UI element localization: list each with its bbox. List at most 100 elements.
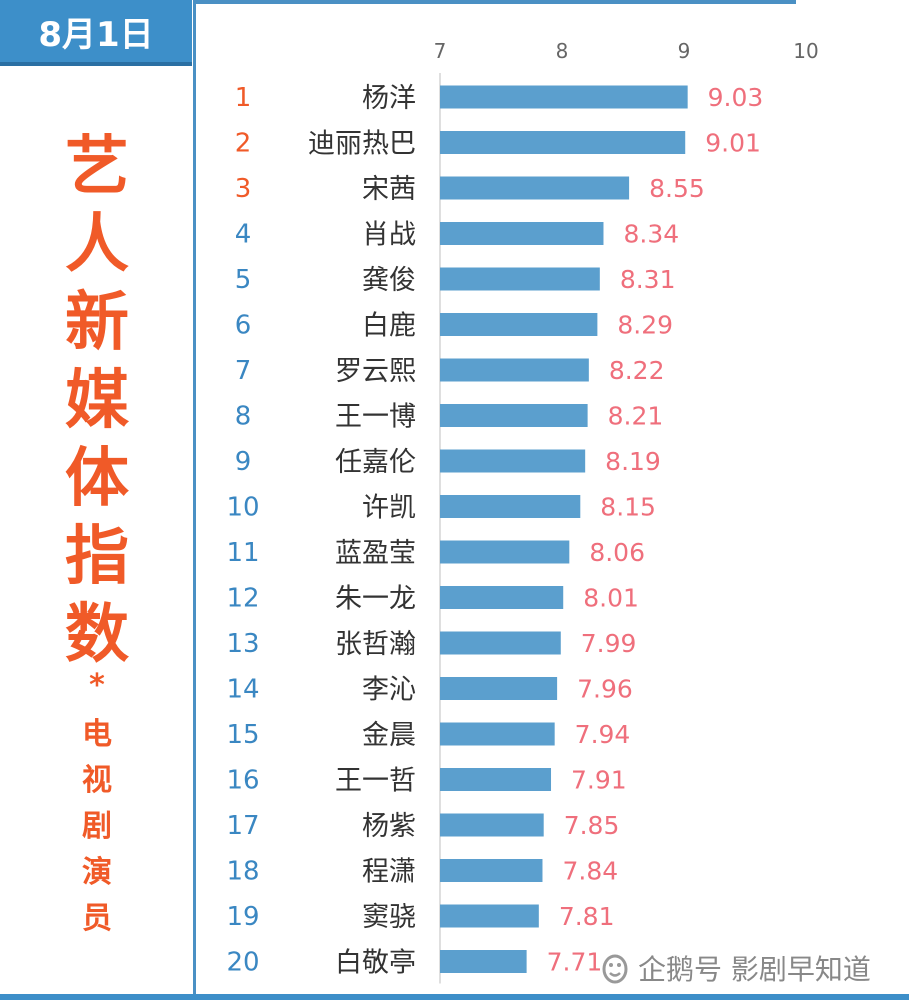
bar-chart: 7 8 9 10 1 杨洋 9.03 2 迪丽热巴 9.01 3 宋茜 8.55 4 肖战 8.34 5 龚俊 8.… [226,39,819,984]
bar [440,950,527,973]
rank-label: 2 [235,129,252,159]
title-char: 艺 [65,130,129,204]
bar [440,677,558,700]
bar [440,859,543,882]
bar [440,222,604,245]
page-title: 艺 人 新 媒 体 指 数 [52,128,142,674]
data-label: 8.22 [609,356,665,385]
data-label: 9.01 [705,129,761,158]
category-label: 张哲瀚 [335,629,416,660]
category-label: 罗云熙 [335,356,416,387]
subtitle-char: 视 [82,763,112,798]
rank-label: 6 [235,311,252,341]
x-tick-label: 8 [556,39,569,63]
data-label: 8.19 [605,447,661,476]
data-label: 7.71 [547,948,603,977]
category-label: 宋茜 [362,174,416,205]
category-label: 杨洋 [362,83,416,114]
bar [440,904,539,928]
category-label: 白鹿 [362,311,416,342]
left-panel: 8月1日 艺 人 新 媒 体 指 数 * 电 视 剧 演 员 [0,0,195,1000]
data-label: 8.55 [649,174,705,203]
rank-label: 20 [226,948,259,978]
category-label: 迪丽热巴 [308,129,416,160]
category-label: 龚俊 [362,265,416,296]
subtitle-char: 剧 [82,809,112,844]
category-label: 王一哲 [335,766,416,797]
x-tick-label: 9 [678,39,691,63]
subtitle-char: 员 [82,901,112,936]
rank-label: 12 [226,584,259,614]
rank-label: 13 [226,629,259,659]
rank-label: 5 [235,265,252,295]
data-label: 8.15 [600,493,656,522]
category-label: 任嘉伦 [335,447,416,478]
category-label: 许凯 [362,493,416,524]
divider-bottom [0,994,909,1000]
title-char: 体 [65,442,129,516]
bar [440,722,555,746]
title-char: 人 [65,208,129,282]
bar [440,404,588,427]
rank-label: 4 [235,220,252,250]
rank-label: 10 [226,493,259,523]
bar [440,176,630,200]
divider-vertical [193,0,196,1000]
data-label: 7.91 [571,766,627,795]
data-label: 7.99 [581,629,637,658]
category-label: 金晨 [362,720,416,751]
data-label: 8.06 [589,538,645,567]
date-badge: 8月1日 [0,0,192,66]
data-label: 8.29 [617,311,673,340]
data-label: 7.85 [564,811,620,840]
category-label: 李沁 [362,675,416,706]
category-label: 程潇 [362,857,416,888]
rank-label: 11 [226,538,259,568]
data-label: 8.21 [608,402,664,431]
data-label: 7.96 [577,675,633,704]
title-char: 数 [65,598,129,672]
rank-label: 3 [235,174,252,204]
category-label: 肖战 [362,220,416,251]
subtitle-char: 电 [82,717,112,752]
watermark-text: 企鹅号 影剧早知道 [638,953,871,986]
subtitle-char: 演 [82,855,112,890]
title-char: 新 [65,286,129,360]
category-label: 窦骁 [362,902,416,933]
bar [440,449,586,473]
category-label: 蓝盈莹 [335,538,416,569]
bar [440,131,686,154]
title-char: 指 [65,520,129,594]
data-label: 7.94 [575,720,631,749]
rank-label: 9 [235,447,252,477]
bar [440,313,598,336]
data-label: 7.84 [562,857,618,886]
bar [440,768,552,791]
rank-label: 19 [226,902,259,932]
bar [440,358,589,382]
rank-label: 8 [235,402,252,432]
data-label: 8.01 [583,584,639,613]
category-label: 朱一龙 [335,584,416,615]
bar [440,586,564,609]
rank-label: 17 [226,811,259,841]
rank-label: 1 [235,83,252,113]
category-label: 杨紫 [362,811,416,842]
asterisk: * [89,668,105,703]
penguin-logo-icon [602,954,628,984]
page-subtitle: 电 视 剧 演 员 [72,712,122,942]
bar [440,631,561,655]
rank-label: 7 [235,356,252,386]
data-label: 8.34 [623,220,679,249]
rank-label: 16 [226,766,259,796]
data-label: 9.03 [708,83,764,112]
bar [440,495,581,518]
x-tick-label: 10 [793,39,818,63]
bar [440,813,544,837]
data-label: 8.31 [620,265,676,294]
rank-label: 18 [226,857,259,887]
divider-top [196,0,796,4]
title-char: 媒 [65,364,129,438]
bar [440,540,570,564]
rank-label: 15 [226,720,259,750]
